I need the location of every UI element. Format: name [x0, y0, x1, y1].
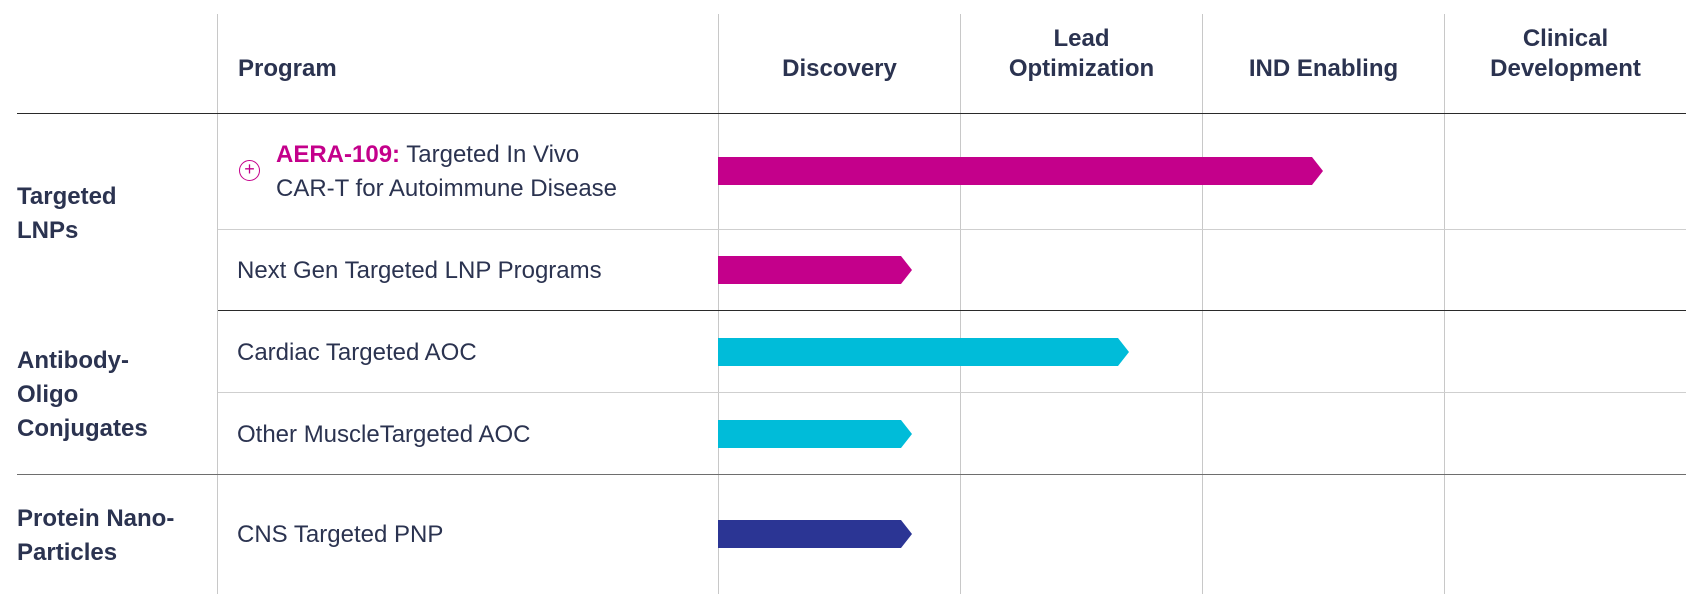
progress-arrow	[718, 338, 1129, 366]
header-divider	[17, 113, 1686, 114]
progress-bar-cns-pnp	[718, 520, 912, 548]
column-divider	[217, 14, 218, 594]
progress-arrow	[718, 256, 912, 284]
header-lead-optimization: Lead Optimization	[1008, 25, 1155, 82]
column-divider	[718, 14, 719, 594]
column-divider	[1202, 14, 1203, 594]
row-divider	[218, 229, 1686, 230]
program-next-gen-lnp: Next Gen Targeted LNP Programs	[237, 257, 602, 284]
header-program: Program	[238, 55, 337, 82]
program-name: Targeted In Vivo	[400, 141, 580, 168]
header-clinical-development: Clinical Development	[1490, 25, 1641, 82]
program-muscle-aoc: Other MuscleTargeted AOC	[237, 421, 531, 448]
group-label-targeted-lnps: Targeted LNPs	[17, 183, 117, 244]
progress-bar-cardiac-aoc	[718, 338, 1129, 366]
program-code: AERA-109:	[276, 141, 401, 168]
group-label-protein-nanoparticles: Protein Nano- Particles	[17, 505, 175, 566]
column-divider	[960, 14, 961, 594]
group-label-antibody-oligo-conjugates: Antibody- Oligo Conjugates	[17, 347, 148, 442]
column-divider	[1444, 14, 1445, 594]
progress-arrow	[718, 420, 912, 448]
header-ind-enabling: IND Enabling	[1248, 55, 1399, 82]
group-divider	[17, 474, 1686, 475]
progress-bar-aera-109	[718, 157, 1323, 185]
program-name-line2: CAR-T for Autoimmune Disease	[276, 175, 618, 202]
progress-arrow	[718, 520, 912, 548]
row-divider	[218, 392, 1686, 393]
plus-circle-icon[interactable]: +	[239, 160, 260, 181]
progress-bar-next-gen-lnp	[718, 256, 912, 284]
progress-bar-muscle-aoc	[718, 420, 912, 448]
progress-arrow	[718, 157, 1323, 185]
program-cardiac-aoc: Cardiac Targeted AOC	[237, 339, 477, 366]
group-divider	[218, 310, 1686, 311]
header-discovery: Discovery	[782, 55, 897, 82]
program-cns-pnp: CNS Targeted PNP	[237, 521, 444, 548]
program-aera-109[interactable]: AERA-109: Targeted In Vivo CAR-T for Aut…	[276, 138, 617, 206]
